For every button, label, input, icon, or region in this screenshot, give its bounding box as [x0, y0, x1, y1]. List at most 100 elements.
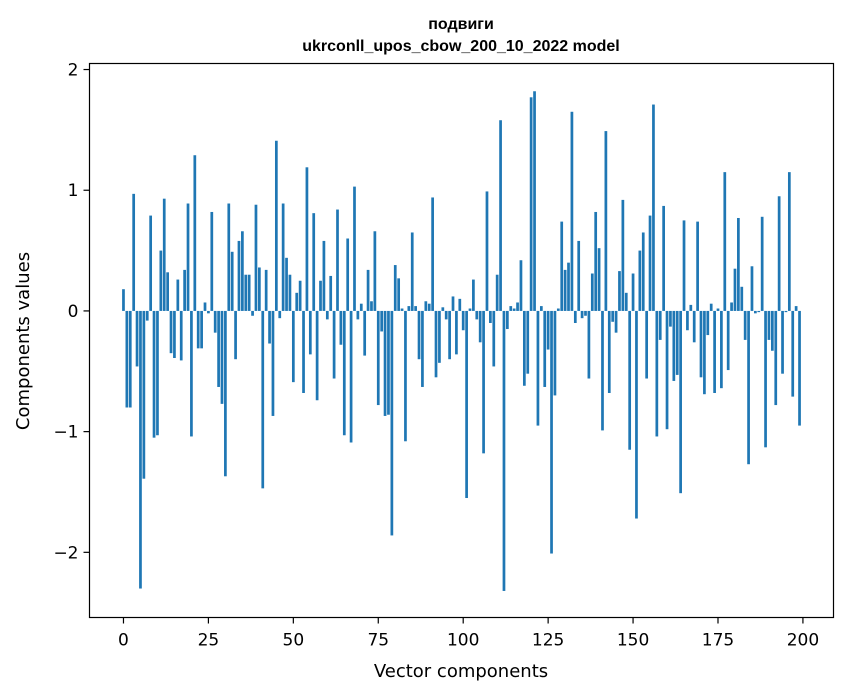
bar	[614, 310, 618, 333]
bar	[444, 310, 448, 320]
x-tick-label: 0	[118, 631, 129, 651]
bar	[703, 310, 706, 395]
bar	[709, 303, 713, 311]
bar	[183, 269, 186, 311]
bar	[339, 310, 343, 345]
bar	[159, 250, 163, 311]
bar	[325, 310, 329, 320]
y-tick-label: −2	[53, 543, 78, 563]
bar	[264, 269, 268, 311]
bar	[322, 240, 326, 311]
y-tick-label: 1	[68, 181, 79, 201]
bar	[516, 302, 519, 311]
bar	[173, 310, 176, 358]
bar	[482, 310, 485, 454]
bar	[757, 310, 761, 313]
bar	[648, 215, 652, 311]
bar	[244, 274, 248, 311]
bar	[332, 310, 336, 379]
bar	[254, 204, 258, 311]
bar	[478, 310, 482, 343]
bar	[512, 308, 516, 311]
bar	[624, 292, 628, 311]
bar	[526, 310, 530, 374]
bar	[241, 231, 244, 311]
bar	[417, 310, 421, 360]
bar	[699, 310, 703, 378]
bar	[781, 310, 784, 374]
bar	[387, 310, 390, 415]
bar	[543, 310, 547, 387]
bar	[404, 310, 407, 442]
bar	[553, 310, 557, 396]
bar	[720, 310, 723, 389]
bar	[536, 310, 540, 426]
bar	[726, 310, 730, 371]
x-tick-label: 75	[367, 631, 389, 651]
bar	[533, 91, 536, 311]
bar	[271, 310, 275, 416]
bar	[716, 308, 720, 311]
bar	[747, 310, 750, 465]
bar	[655, 310, 659, 437]
bar	[383, 310, 387, 416]
bar	[675, 310, 679, 375]
x-tick-label: 200	[787, 631, 819, 651]
bar	[560, 221, 564, 311]
bar	[308, 310, 312, 355]
bar	[295, 292, 299, 311]
bar	[635, 310, 638, 519]
bar	[522, 310, 526, 386]
y-tick-label: 2	[68, 61, 79, 81]
bar	[750, 266, 754, 311]
bar	[186, 203, 190, 311]
bar	[455, 310, 458, 355]
bar	[319, 280, 322, 311]
bar	[774, 310, 778, 406]
bar	[152, 310, 156, 438]
bar	[410, 232, 414, 311]
bar	[737, 217, 740, 311]
bar	[380, 310, 384, 332]
bar	[587, 310, 591, 379]
bar	[353, 186, 356, 311]
bar	[278, 310, 282, 319]
bar	[577, 240, 581, 311]
bar	[692, 310, 696, 343]
bar	[220, 310, 224, 404]
bar	[601, 310, 604, 431]
bar	[346, 238, 350, 311]
bar	[723, 172, 727, 311]
bar	[234, 310, 237, 360]
bar	[713, 310, 716, 393]
bar	[597, 248, 601, 311]
x-tick-label: 50	[283, 631, 305, 651]
bar	[539, 306, 543, 311]
bar	[370, 301, 373, 311]
bar	[570, 111, 574, 311]
bar	[156, 310, 159, 436]
chart-subtitle: ukrconll_upos_cbow_200_10_2022 model	[302, 38, 619, 55]
bar	[590, 273, 594, 311]
bar	[489, 310, 492, 323]
bar	[298, 280, 302, 311]
bar	[224, 310, 227, 477]
bar	[424, 301, 428, 311]
bar	[764, 310, 767, 448]
bar	[451, 296, 455, 311]
bar	[499, 120, 502, 311]
bar	[135, 310, 139, 367]
bar	[604, 131, 608, 311]
bar	[139, 310, 142, 589]
bar	[356, 310, 360, 320]
bar	[495, 274, 499, 311]
y-axis-label: Components values	[13, 252, 34, 430]
bar	[407, 306, 411, 311]
bar	[359, 303, 363, 311]
bar	[519, 260, 523, 311]
bar	[125, 310, 129, 408]
bar	[312, 213, 316, 311]
bar	[281, 203, 285, 311]
bar	[421, 310, 424, 387]
bar	[285, 257, 288, 311]
